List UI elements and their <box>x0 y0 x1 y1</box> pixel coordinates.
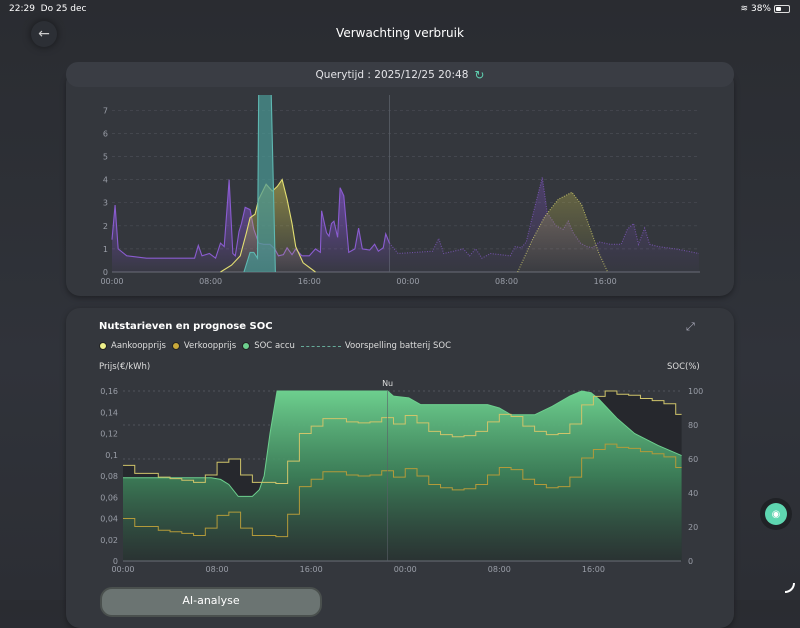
legend-dot <box>171 342 180 350</box>
legend-aankoopprijs[interactable]: Aankoopprijs <box>99 341 166 351</box>
assistant-button[interactable]: ◉ <box>760 498 792 530</box>
x-tick-label: 16:00 <box>582 565 605 574</box>
y-tick-label: 6 <box>103 129 108 138</box>
status-right: ≋ 38% <box>740 4 790 14</box>
x-tick-label: 08:00 <box>199 277 222 286</box>
verkoopprijs-line <box>123 443 682 538</box>
y-tick-label: 0 <box>103 268 108 277</box>
y-tick-label: 4 <box>103 176 108 185</box>
series-area-3 <box>517 192 608 272</box>
series-area-4 <box>243 95 276 272</box>
legend-dot <box>99 342 107 350</box>
battery-percent: 38% <box>750 4 771 14</box>
consumption-chart: 0 1 2 3 4 5 6 7 00:00 08:00 16:00 00:00 08:00 16:00 0 2… <box>100 95 703 574</box>
expand-icon[interactable]: ⤢ <box>686 320 695 333</box>
card-title: Nutstarieven en prognose SOC <box>99 321 273 332</box>
x-tick-label: 00:00 <box>111 565 134 574</box>
y-tick-label: 2 <box>103 222 108 231</box>
x-tick-label: 08:00 <box>495 277 518 286</box>
y-tick-label: 0,06 <box>100 493 118 502</box>
legend-dot <box>242 342 251 350</box>
x-tick-label: 16:00 <box>300 565 323 574</box>
arrow-left-icon: ← <box>38 26 50 42</box>
x-tick-label: 00:00 <box>394 565 417 574</box>
y2-tick-label: 0 <box>688 557 693 566</box>
status-time: 22:29 Do 25 dec <box>9 4 86 14</box>
y-tick-label: 1 <box>103 245 108 254</box>
legend-label: Voorspelling batterij SOC <box>344 341 452 351</box>
legend-verkoopprijs[interactable]: Verkoopprijs <box>171 341 237 351</box>
query-time: Querytijd : 2025/12/25 20:48 <box>315 68 469 81</box>
ai-analysis-button[interactable]: AI-analyse <box>100 587 322 617</box>
wifi-icon: ≋ <box>740 4 748 14</box>
y2-axis-title: SOC(%) <box>667 362 700 372</box>
query-time-bar: Querytijd : 2025/12/25 20:48 ↻ <box>66 62 734 87</box>
y2-tick-label: 80 <box>688 421 698 430</box>
refresh-icon[interactable]: ↻ <box>474 67 485 82</box>
x-tick-label: 00:00 <box>396 277 419 286</box>
aankoopprijs-line <box>123 390 682 484</box>
battery-icon <box>774 5 790 13</box>
soc-area <box>123 391 682 561</box>
y-tick-label: 0,12 <box>100 430 118 439</box>
x-tick-label: 16:00 <box>298 277 321 286</box>
y-axis-title: Prijs(€/kWh) <box>99 362 151 372</box>
y2-tick-label: 20 <box>688 523 698 532</box>
y-tick-label: 0,04 <box>100 515 118 524</box>
legend: Aankoopprijs Verkoopprijs SOC accu Voors… <box>99 341 451 351</box>
y2-tick-label: 100 <box>688 387 703 396</box>
clock: 22:29 <box>9 4 35 14</box>
y-tick-label: 0 <box>113 557 118 566</box>
y2-tick-label: 60 <box>688 455 698 464</box>
legend-soc[interactable]: SOC accu <box>242 341 295 351</box>
page-title: Verwachting verbruik <box>336 26 464 40</box>
legend-dash <box>300 345 341 347</box>
back-button[interactable]: ← <box>31 21 57 47</box>
y-tick-label: 0,14 <box>100 408 118 417</box>
y-tick-label: 0,08 <box>100 472 118 481</box>
x-tick-label: 00:00 <box>100 277 123 286</box>
robot-icon: ◉ <box>765 503 787 525</box>
x-tick-label: 08:00 <box>488 565 511 574</box>
legend-soc-forecast[interactable]: Voorspelling batterij SOC <box>300 341 452 351</box>
y-tick-label: 3 <box>103 199 108 208</box>
legend-label: SOC accu <box>254 341 295 351</box>
y-tick-label: 5 <box>103 153 108 162</box>
y-tick-label: 0,1 <box>105 451 118 460</box>
soc-line <box>123 390 682 497</box>
y-tick-label: 0,02 <box>100 536 118 545</box>
legend-label: Aankoopprijs <box>111 341 166 351</box>
date: Do 25 dec <box>40 4 87 14</box>
legend-label: Verkoopprijs <box>183 341 237 351</box>
now-label: Nu <box>382 379 393 388</box>
y2-tick-label: 40 <box>688 489 698 498</box>
y-tick-label: 0,16 <box>100 387 118 396</box>
x-tick-label: 08:00 <box>206 565 229 574</box>
y-tick-label: 7 <box>103 106 108 115</box>
series-line-3 <box>517 191 609 273</box>
series-line-4 <box>243 95 276 273</box>
x-tick-label: 16:00 <box>594 277 617 286</box>
